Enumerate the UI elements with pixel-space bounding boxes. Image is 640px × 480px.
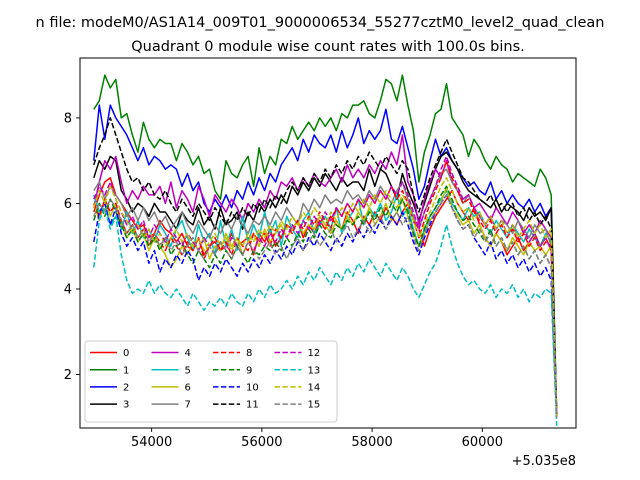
- legend-label-5: 5: [185, 365, 191, 376]
- legend-label-8: 8: [246, 348, 252, 359]
- chart-suptitle: n file: modeM0/AS1A14_009T01_9000006534_…: [36, 15, 605, 31]
- legend-label-6: 6: [185, 383, 191, 394]
- legend-label-1: 1: [123, 365, 129, 376]
- series-line-2: [93, 104, 558, 418]
- chart-title: Quadrant 0 module wise count rates with …: [131, 39, 525, 55]
- series-line-3: [93, 151, 558, 418]
- x-offset-label: +5.035e8: [512, 454, 576, 469]
- series-line-11: [93, 117, 558, 418]
- series-line-15: [93, 194, 558, 418]
- legend-label-9: 9: [246, 365, 252, 376]
- legend-label-11: 11: [246, 400, 259, 411]
- series-line-12: [93, 155, 558, 418]
- legend-label-15: 15: [308, 400, 321, 411]
- series-line-13: [93, 206, 558, 426]
- series-line-4: [93, 134, 558, 418]
- legend-label-7: 7: [185, 400, 191, 411]
- x-axis: 54000 56000 58000 60000: [131, 428, 503, 450]
- series-line-9: [93, 185, 558, 418]
- legend-label-10: 10: [246, 383, 259, 394]
- legend-label-0: 0: [123, 348, 129, 359]
- series-line-14: [93, 177, 558, 418]
- legend-label-4: 4: [185, 348, 191, 359]
- x-tick-label: 58000: [351, 435, 392, 450]
- legend-label-2: 2: [123, 383, 129, 394]
- series-layer: [93, 74, 558, 426]
- x-tick-label: 60000: [462, 435, 503, 450]
- legend-label-3: 3: [123, 400, 129, 411]
- y-axis: 2 4 6 8: [64, 111, 80, 383]
- series-line-5: [93, 189, 558, 418]
- legend-label-14: 14: [308, 383, 321, 394]
- plot-frame: [79, 57, 577, 429]
- series-line-1: [93, 74, 558, 414]
- y-tick-label: 2: [64, 368, 72, 383]
- x-tick-label: 56000: [241, 435, 282, 450]
- y-tick-label: 4: [64, 282, 72, 297]
- y-tick-label: 8: [64, 111, 72, 126]
- x-tick-label: 54000: [131, 435, 172, 450]
- y-tick-label: 6: [64, 197, 72, 212]
- series-line-10: [93, 194, 558, 418]
- series-line-8: [93, 159, 558, 418]
- legend-label-12: 12: [308, 348, 321, 359]
- legend-label-13: 13: [308, 365, 321, 376]
- legend-box: [84, 340, 338, 423]
